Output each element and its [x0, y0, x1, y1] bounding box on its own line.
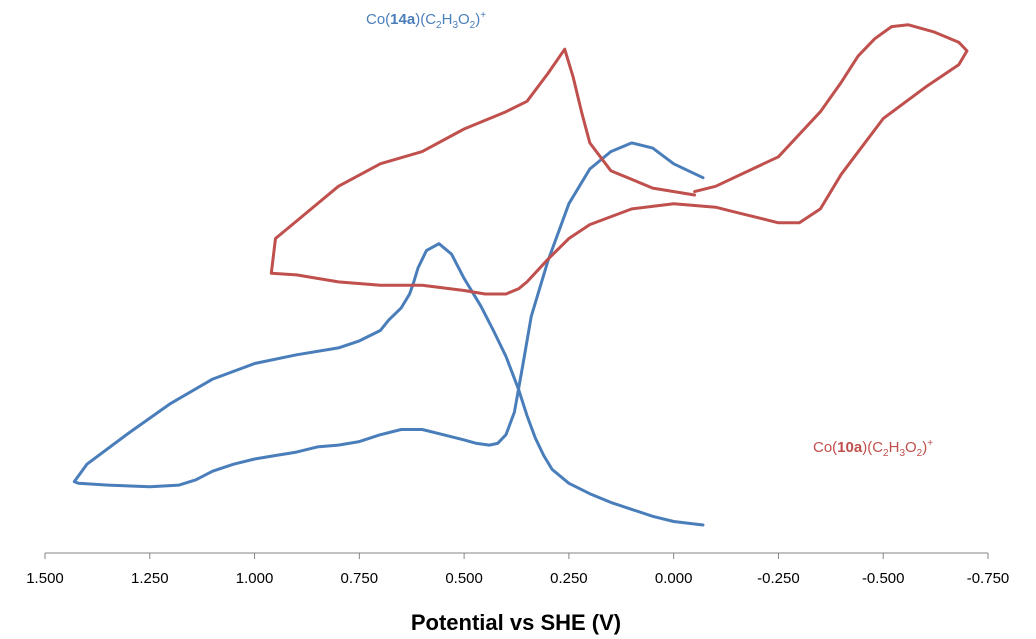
x-tick-label: -0.750	[967, 570, 1010, 587]
x-tick-label: 1.250	[131, 570, 169, 587]
x-tick-label: 0.500	[445, 570, 483, 587]
x-tick-label: -0.500	[862, 570, 905, 587]
x-tick-label: -0.250	[757, 570, 800, 587]
series-label-co-14a: Co(14a)(C2H3O2)+	[366, 10, 486, 31]
x-tick-label: 0.250	[550, 570, 588, 587]
x-axis-title: Potential vs SHE (V)	[411, 610, 621, 635]
x-tick-label: 0.000	[655, 570, 693, 587]
series-line-co-10a	[269, 23, 969, 296]
x-tick-label: 0.750	[341, 570, 379, 587]
series-traces	[72, 23, 969, 527]
x-axis: 1.500 1.250 1.000 0.750 0.500 0.250 0.000 -0.25…	[26, 552, 1010, 587]
x-tick-label: 1.500	[26, 570, 64, 587]
x-tick-label: 1.000	[236, 570, 274, 587]
series-label-co-10a: Co(10a)(C2H3O2)+	[813, 438, 933, 459]
series-line-co-14a	[72, 141, 705, 527]
